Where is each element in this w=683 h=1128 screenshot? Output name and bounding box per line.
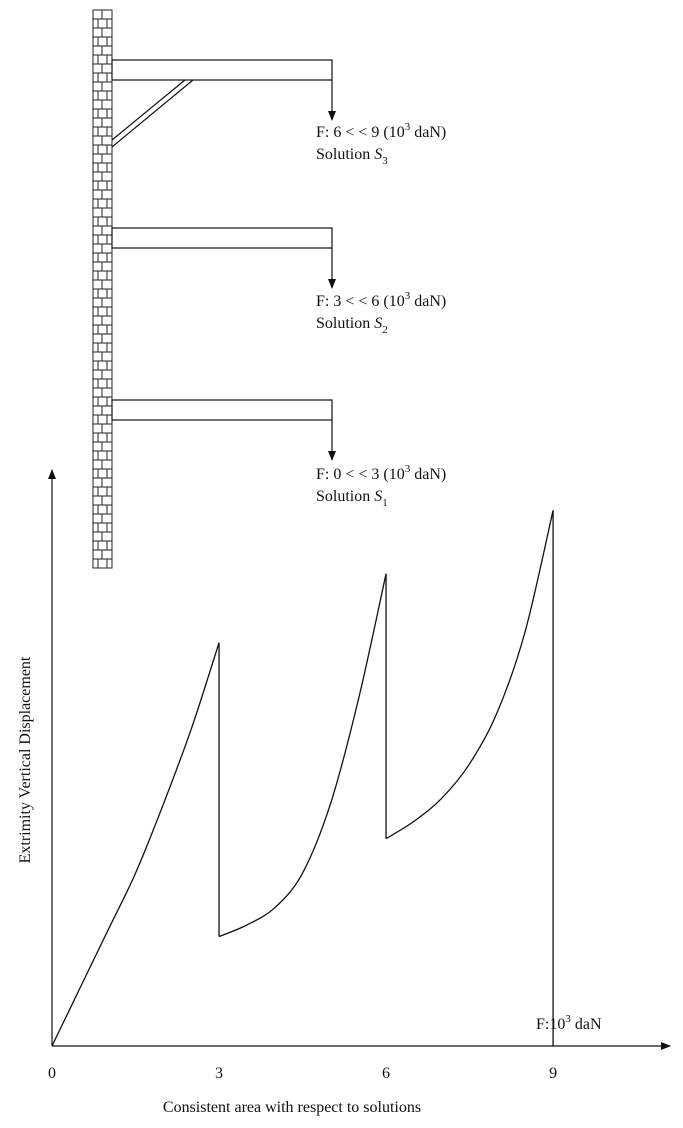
brick-wall — [92, 9, 113, 569]
y-axis-label: Extrimity Vertical Displacement — [17, 656, 34, 863]
figure-caption: Consistent area with respect to solution… — [163, 1099, 421, 1116]
beam-s3 — [111, 59, 336, 148]
x-tick-label: 0 — [48, 1065, 56, 1082]
force-label-s1: F: 0 < < 3 (103 daN) — [316, 463, 446, 483]
displacement-curve-s1 — [51, 642, 220, 1047]
x-tick-label: 9 — [549, 1065, 557, 1082]
displacement-curve-s2 — [218, 573, 387, 938]
force-label-s2: F: 3 < < 6 (103 daN) — [316, 290, 446, 310]
solution-label-s1: Solution S1 — [316, 488, 388, 509]
x-tick-label: 3 — [215, 1065, 223, 1082]
solution-label-s3: Solution S3 — [316, 146, 388, 167]
beam-s2 — [111, 227, 336, 289]
beam-s1 — [111, 399, 336, 461]
x-tick-labels: 0 3 6 9 — [48, 1065, 557, 1082]
x-tick-label: 6 — [382, 1065, 390, 1082]
force-label-s3: F: 6 < < 9 (103 daN) — [316, 121, 446, 141]
displacement-curves — [51, 510, 554, 1047]
solution-label-s2: Solution S2 — [316, 315, 388, 336]
displacement-curve-s3 — [385, 510, 554, 840]
x-axis-label: F:103 daN — [536, 1013, 602, 1033]
